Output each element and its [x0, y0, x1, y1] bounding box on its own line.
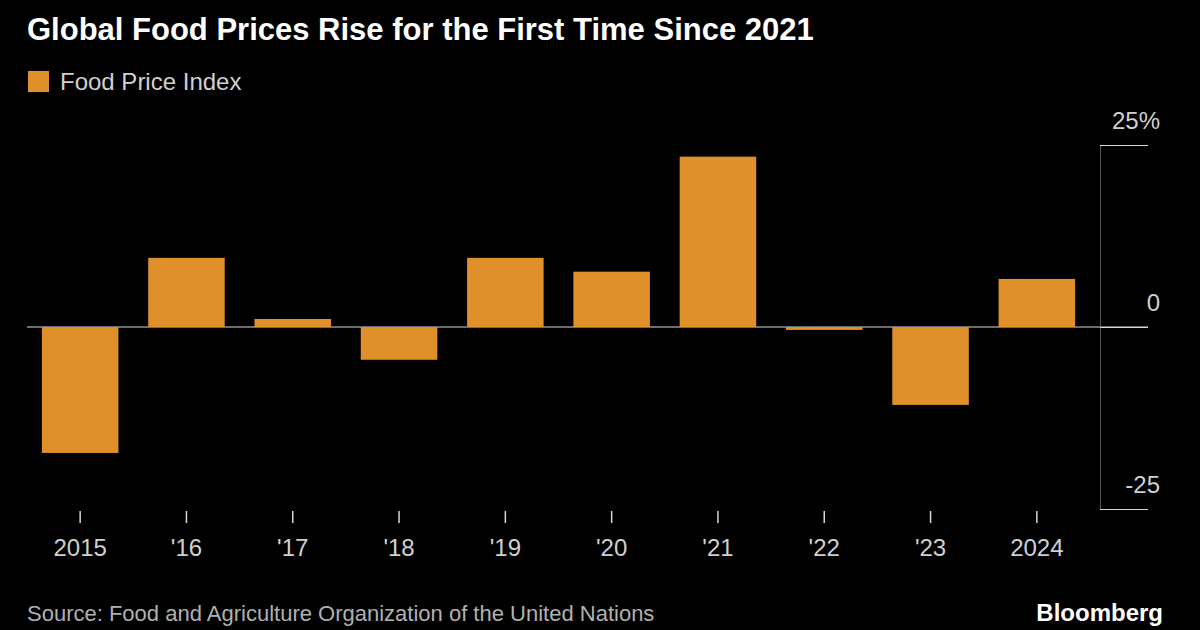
x-axis: 2015 '16 '17 '18 '19 '20 '21 '22 '23 2024	[53, 511, 1063, 561]
bar	[999, 279, 1076, 327]
legend: Food Price Index	[28, 68, 241, 95]
y-tick-label: 25%	[1112, 107, 1160, 134]
x-tick-label: '23	[915, 534, 946, 561]
x-tick: '19	[490, 511, 521, 561]
x-tick-mark	[824, 511, 826, 523]
y-axis: -25 0 25%	[1100, 107, 1160, 510]
bar	[573, 272, 650, 327]
x-tick-mark	[505, 511, 507, 523]
y-tick: 25%	[1100, 107, 1160, 146]
y-tick-mark	[1100, 327, 1148, 328]
x-tick: '17	[277, 511, 308, 561]
x-tick-label: '20	[596, 534, 627, 561]
x-tick: 2024	[1010, 511, 1063, 561]
x-tick-mark	[186, 511, 188, 523]
x-tick: '21	[702, 511, 733, 561]
x-tick-label: '17	[277, 534, 308, 561]
x-tick: '23	[915, 511, 946, 561]
x-tick: '16	[171, 511, 202, 561]
y-tick-mark	[1100, 145, 1148, 146]
x-tick-label: 2024	[1010, 534, 1063, 561]
x-tick-mark	[292, 511, 294, 523]
bars	[42, 157, 1075, 453]
x-tick: 2015	[53, 511, 106, 561]
bar	[680, 157, 757, 327]
bar	[361, 327, 438, 360]
bar	[254, 319, 331, 327]
x-tick-label: '16	[171, 534, 202, 561]
x-tick: '20	[596, 511, 627, 561]
x-tick: '18	[383, 511, 414, 561]
bar	[148, 258, 225, 327]
y-tick: 0	[1100, 289, 1160, 328]
bar	[467, 258, 544, 327]
x-tick-mark	[398, 511, 400, 523]
x-tick-mark	[611, 511, 613, 523]
y-tick-label: -25	[1125, 471, 1160, 498]
bar	[786, 327, 863, 330]
background	[0, 0, 1200, 630]
x-tick-label: '19	[490, 534, 521, 561]
x-tick-label: '21	[702, 534, 733, 561]
credit: Bloomberg	[1036, 599, 1163, 626]
bar	[42, 327, 119, 453]
x-tick-mark	[717, 511, 719, 523]
y-tick: -25	[1100, 471, 1160, 510]
x-tick-label: '18	[383, 534, 414, 561]
x-tick-mark	[79, 511, 81, 523]
source: Source: Food and Agriculture Organizatio…	[27, 601, 654, 626]
title: Global Food Prices Rise for the First Ti…	[27, 12, 814, 47]
x-tick-mark	[930, 511, 932, 523]
chart: Global Food Prices Rise for the First Ti…	[0, 0, 1200, 630]
legend-swatch	[28, 71, 49, 92]
legend-label: Food Price Index	[60, 68, 241, 95]
y-tick-mark	[1100, 509, 1148, 510]
x-tick-mark	[1036, 511, 1038, 523]
y-tick-label: 0	[1147, 289, 1160, 316]
x-tick-label: '22	[809, 534, 840, 561]
x-tick-label: 2015	[53, 534, 106, 561]
bar	[892, 327, 969, 405]
x-tick: '22	[809, 511, 840, 561]
